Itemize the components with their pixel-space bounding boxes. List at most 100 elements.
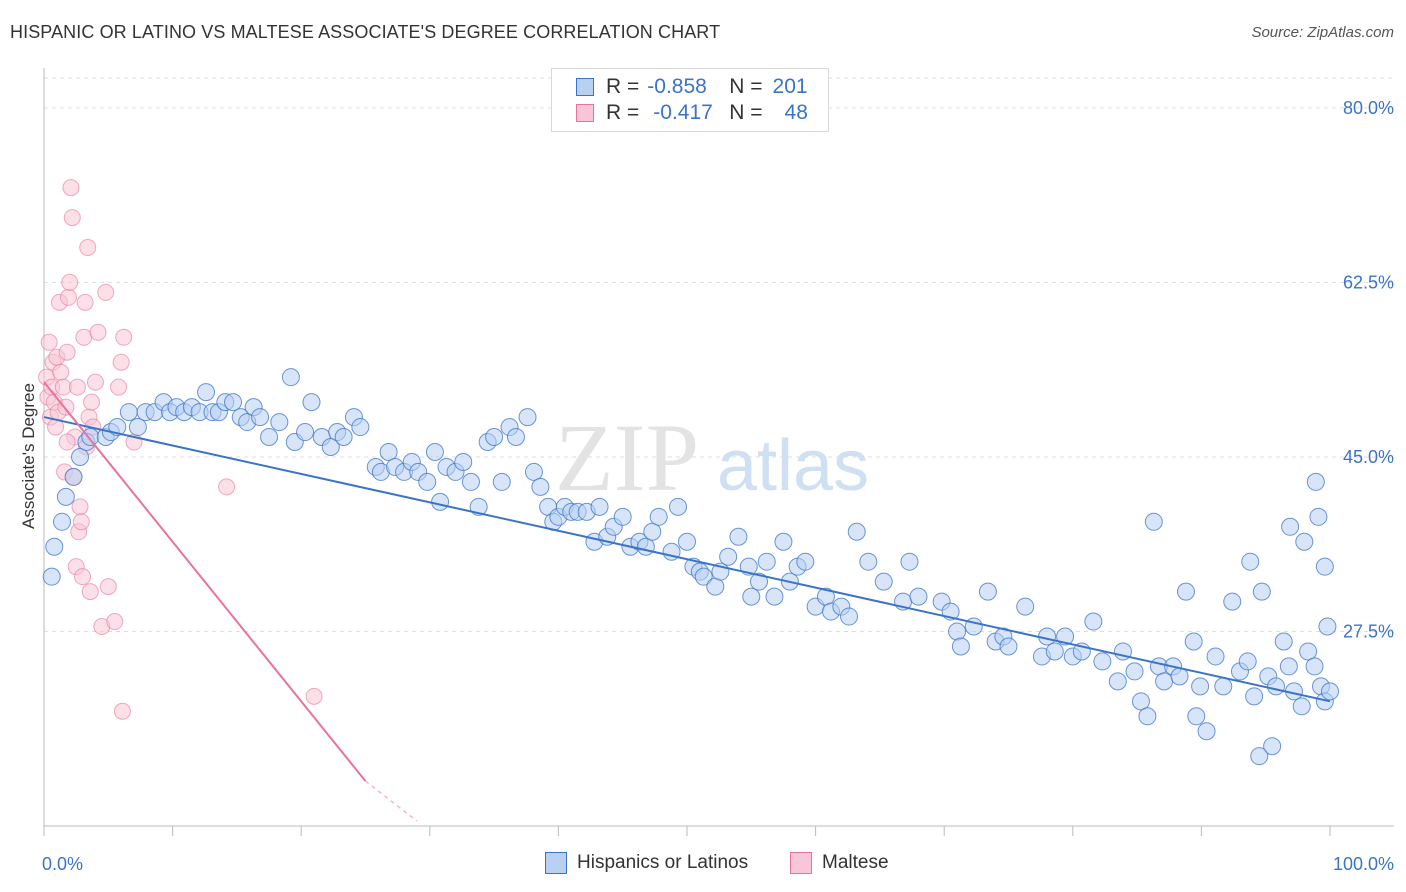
- maltese-point: [97, 283, 115, 301]
- hispanic-point: [351, 418, 370, 437]
- hispanic-point: [260, 428, 279, 447]
- legend-n-label: N =: [729, 75, 763, 98]
- legend-r-label: R =: [606, 101, 640, 124]
- maltese-point: [72, 513, 90, 531]
- maltese-point: [89, 323, 107, 341]
- maltese-points: [38, 179, 323, 720]
- hispanic-point: [531, 477, 550, 496]
- hispanic-point: [64, 467, 83, 486]
- legend-r-value: -0.417: [653, 101, 713, 124]
- hispanic-point: [197, 383, 216, 402]
- hispanic-point: [1206, 647, 1225, 666]
- hispanic-point: [978, 582, 997, 601]
- hispanic-point: [119, 403, 138, 422]
- hispanic-point: [1223, 592, 1242, 611]
- legend-n-value: 48: [784, 101, 808, 124]
- hispanic-point: [53, 512, 72, 531]
- maltese-point: [218, 478, 236, 496]
- maltese-point: [76, 293, 94, 311]
- maltese-point: [71, 498, 89, 516]
- hispanic-point: [948, 622, 967, 641]
- watermark-atlas: atlas: [717, 426, 869, 506]
- grid-lines: [44, 77, 1394, 633]
- y-axis-label: Associate's Degree: [19, 383, 38, 529]
- legend-r-value: -0.858: [647, 75, 707, 98]
- hispanic-point: [1299, 642, 1318, 661]
- hispanic-point: [281, 368, 300, 387]
- hispanic-point: [1266, 677, 1285, 696]
- hispanic-point: [296, 423, 315, 442]
- y-tick-label: 80.0%: [1343, 98, 1394, 118]
- hispanic-point: [1318, 617, 1337, 636]
- legend-n-label: N =: [729, 101, 763, 124]
- hispanic-point: [636, 537, 655, 556]
- hispanic-point: [251, 408, 270, 427]
- maltese-point: [305, 687, 323, 705]
- hispanic-point: [649, 507, 668, 526]
- hispanic-point: [1274, 632, 1293, 651]
- maltese-point: [63, 209, 81, 227]
- hispanic-trend-line: [43, 416, 1331, 703]
- y-tick-label: 62.5%: [1343, 272, 1394, 292]
- source-label: Source: ZipAtlas.com: [1251, 24, 1394, 41]
- maltese-point: [83, 393, 101, 411]
- maltese-point: [99, 578, 117, 596]
- hispanic-point: [56, 487, 75, 506]
- trend-lines: [43, 381, 1331, 822]
- hispanic-point: [840, 607, 859, 626]
- hispanic-point: [1306, 472, 1325, 491]
- maltese-point: [115, 328, 133, 346]
- legend: R = -0.858 N = 201 R = -0.417 N = 48: [551, 68, 829, 132]
- maltese-point: [110, 378, 128, 396]
- hispanic-point: [1279, 657, 1298, 676]
- hispanic-point: [900, 552, 919, 571]
- hispanic-point: [461, 472, 480, 491]
- hispanic-point: [379, 442, 398, 461]
- hispanic-point: [469, 497, 488, 516]
- legend-swatch-pink: [576, 104, 594, 122]
- hispanic-point: [847, 522, 866, 541]
- x-tick-label: 0.0%: [42, 854, 83, 874]
- maltese-trend-extension: [365, 780, 418, 822]
- hispanic-point: [1138, 707, 1157, 726]
- hispanic-point: [757, 552, 776, 571]
- hispanic-point: [678, 532, 696, 551]
- hispanic-point: [590, 497, 609, 516]
- hispanic-point: [302, 393, 321, 412]
- hispanic-point: [524, 462, 543, 481]
- bottom-legend-swatch-pink: [790, 852, 812, 874]
- hispanic-point: [425, 442, 444, 461]
- hispanic-point: [1131, 692, 1150, 711]
- hispanic-point: [1187, 707, 1206, 726]
- hispanic-point: [321, 438, 340, 456]
- hispanic-point: [719, 547, 738, 566]
- hispanic-point: [492, 472, 511, 491]
- hispanic-point: [1263, 737, 1282, 756]
- hispanic-point: [1176, 582, 1195, 601]
- hispanic-point: [706, 577, 725, 596]
- bottom-legend-swatch-blue: [545, 852, 567, 874]
- hispanic-point: [1309, 507, 1328, 526]
- hispanic-point: [1170, 667, 1189, 686]
- maltese-point: [61, 273, 79, 291]
- legend-row-hispanic: R = -0.858 N = 201: [576, 74, 808, 100]
- hispanic-point: [1315, 557, 1334, 576]
- legend-swatch-blue: [576, 78, 594, 96]
- hispanic-point: [1250, 747, 1269, 766]
- hispanic-point: [643, 522, 662, 541]
- hispanic-point: [224, 393, 243, 412]
- maltese-point: [68, 378, 86, 396]
- hispanic-point: [42, 567, 61, 586]
- hispanic-point: [1241, 552, 1260, 571]
- hispanic-point: [1281, 517, 1300, 536]
- hispanic-point: [742, 587, 761, 606]
- hispanic-point: [418, 472, 437, 491]
- hispanic-point: [1045, 642, 1064, 661]
- bottom-legend-label-maltese: Maltese: [822, 852, 889, 873]
- hispanic-point: [774, 532, 793, 551]
- hispanic-point: [1292, 697, 1311, 716]
- hispanic-point: [1084, 612, 1103, 631]
- hispanic-point: [796, 552, 815, 571]
- hispanic-point: [334, 428, 353, 447]
- maltese-point: [59, 288, 77, 306]
